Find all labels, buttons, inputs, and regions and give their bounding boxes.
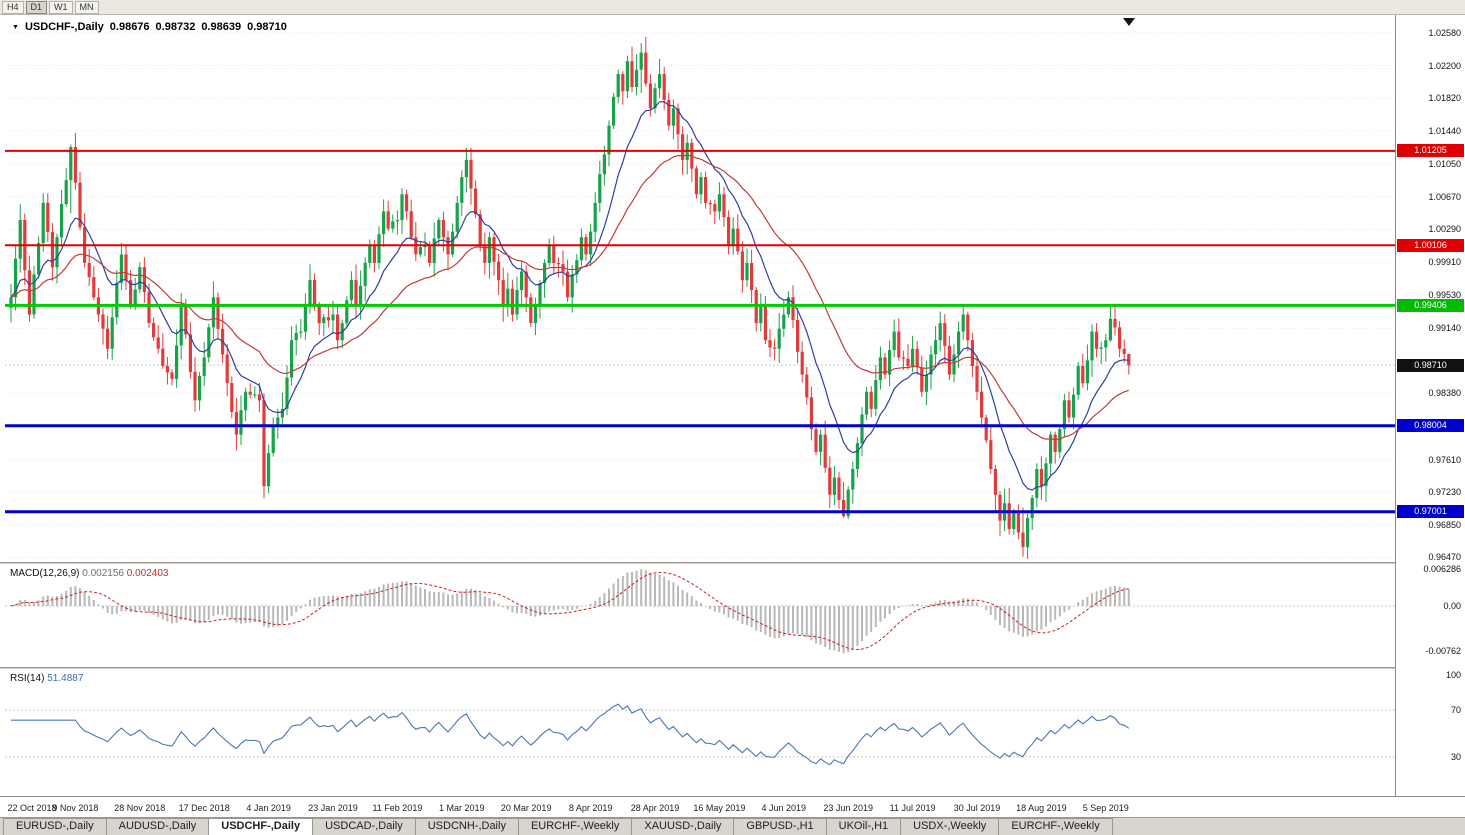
price-axis[interactable]: 1.02580 1.02200 1.01820 1.01440 1.01050 1.006… — [1395, 15, 1465, 796]
date-axis-label: 5 Sep 2019 — [1082, 803, 1129, 813]
chart-tab-usdx-weekly[interactable]: USDX-,Weekly — [900, 818, 1000, 835]
price-axis-label: 1.02200 — [1428, 60, 1461, 71]
price-axis-label: 0.99140 — [1428, 323, 1461, 334]
price-axis-label: 1.00290 — [1428, 224, 1461, 235]
timeframe-button-h4[interactable]: H4 — [2, 0, 24, 14]
price-axis-label: 0.99910 — [1428, 257, 1461, 268]
price-axis-label: 1.01440 — [1428, 125, 1461, 136]
panel-separator-macd[interactable] — [0, 562, 1465, 565]
price-tag: 1.01205 — [1397, 144, 1464, 158]
macd-axis-label: 0.00 — [1443, 601, 1461, 611]
chart-tab-audusd-daily[interactable]: AUDUSD-,Daily — [105, 818, 210, 835]
date-axis-label: 28 Nov 2018 — [114, 803, 166, 813]
macd-name: MACD(12,26,9) — [10, 568, 80, 579]
date-axis-label: 4 Jun 2019 — [761, 803, 807, 813]
rsi-value: 51.4887 — [47, 673, 84, 684]
date-axis-label: 11 Jul 2019 — [889, 803, 936, 813]
price-axis-label: 1.01820 — [1428, 93, 1461, 104]
date-axis-label: 23 Jun 2019 — [823, 803, 873, 813]
price-axis-label: 1.00670 — [1428, 191, 1461, 202]
date-axis-label: 16 May 2019 — [693, 803, 746, 813]
date-axis-label: 22 Oct 2018 — [7, 803, 57, 813]
date-axis-label: 23 Jan 2019 — [308, 803, 358, 813]
price-tag: 0.97001 — [1397, 505, 1464, 519]
price-axis-label: 0.96470 — [1428, 552, 1461, 563]
date-axis-label: 4 Jan 2019 — [246, 803, 291, 813]
rsi-axis-label: 30 — [1450, 751, 1461, 762]
chart-shift-marker-icon — [1123, 18, 1135, 26]
timeframe-button-mn[interactable]: MN — [74, 0, 99, 14]
chart-tabs-bar: EURUSD-,Daily AUDUSD-,Daily USDCHF-,Daily U… — [0, 817, 1465, 835]
rsi-name: RSI(14) — [10, 673, 45, 684]
price-axis-label: 1.01050 — [1428, 159, 1461, 170]
date-axis-label: 8 Apr 2019 — [568, 803, 613, 813]
macd-axis-label: 0.006286 — [1423, 563, 1461, 574]
rsi-axis-label: 100 — [1445, 670, 1461, 680]
chart-tab-usdcnh-daily[interactable]: USDCNH-,Daily — [414, 818, 519, 835]
macd-label: MACD(12,26,9) 0.002156 0.002403 — [10, 568, 168, 579]
price-axis-label: 0.98380 — [1428, 388, 1461, 399]
rsi-panel[interactable] — [5, 670, 1395, 796]
macd-signal-value: 0.002403 — [126, 568, 169, 579]
timeframe-button-w1[interactable]: W1 — [49, 0, 73, 14]
price-axis-label: 0.97610 — [1428, 454, 1461, 465]
chart-title: ▼ USDCHF-,Daily 0.98676 0.98732 0.98639 … — [12, 21, 287, 33]
price-tag: 1.00106 — [1397, 238, 1464, 252]
chart-tab-eurchf-weekly[interactable]: EURCHF-,Weekly — [517, 818, 633, 835]
panel-separator-rsi[interactable] — [0, 667, 1465, 670]
date-axis[interactable]: 22 Oct 2018 9 Nov 2018 28 Nov 2018 17 Dec 2… — [0, 796, 1465, 817]
macd-panel[interactable] — [5, 565, 1395, 667]
timeframe-toolbar: H4 D1 W1 MN — [0, 0, 1465, 15]
chart-tab-xauusd-daily[interactable]: XAUUSD-,Daily — [631, 818, 735, 835]
date-axis-label: 18 Aug 2019 — [1016, 803, 1067, 813]
ohlc-close: 0.98710 — [247, 21, 287, 33]
price-tag: 0.99406 — [1397, 298, 1464, 312]
ohlc-open: 0.98676 — [109, 21, 150, 33]
chart-tab-usdcad-daily[interactable]: USDCAD-,Daily — [312, 818, 416, 835]
date-axis-label: 30 Jul 2019 — [953, 803, 1001, 813]
chart-tab-eurchf-weekly[interactable]: EURCHF-,Weekly — [998, 818, 1113, 835]
price-axis-label: 1.02580 — [1428, 27, 1461, 38]
timeframe-buttons: H4 D1 W1 MN — [2, 0, 99, 14]
price-tag: 0.98004 — [1397, 419, 1464, 433]
chart-tab-gbpusd-h1[interactable]: GBPUSD-,H1 — [733, 818, 827, 835]
date-axis-label: 20 Mar 2019 — [500, 803, 552, 813]
date-axis-label: 17 Dec 2018 — [178, 803, 230, 813]
chart-tab-ukoil-h1[interactable]: UKOil-,H1 — [825, 818, 902, 835]
ohlc-high: 0.98732 — [155, 21, 196, 33]
timeframe-button-d1[interactable]: D1 — [25, 0, 48, 14]
date-axis-label: 11 Feb 2019 — [372, 803, 423, 813]
ohlc-low: 0.98639 — [201, 21, 242, 33]
chart-symbol-period: USDCHF-,Daily — [24, 21, 104, 33]
price-axis-label: 0.99530 — [1428, 289, 1461, 300]
price-axis-label: 0.96850 — [1428, 519, 1461, 530]
chart-tab-eurusd-daily[interactable]: EURUSD-,Daily — [3, 818, 107, 835]
candlestick-chart[interactable] — [5, 15, 1395, 562]
chart-tab-usdchf-daily[interactable]: USDCHF-,Daily — [208, 818, 314, 835]
date-axis-label: 28 Apr 2019 — [630, 803, 680, 813]
price-axis-label: 0.97230 — [1428, 487, 1461, 498]
date-axis-label: 9 Nov 2018 — [52, 803, 99, 813]
rsi-axis-label: 70 — [1450, 705, 1461, 716]
symbol-dropdown-icon[interactable]: ▼ — [12, 23, 19, 31]
rsi-label: RSI(14) 51.4887 — [10, 673, 83, 684]
macd-axis-label: -0.00762 — [1425, 645, 1461, 656]
date-axis-label: 1 Mar 2019 — [439, 803, 485, 813]
price-tag: 0.98710 — [1397, 358, 1464, 372]
macd-main-value: 0.002156 — [82, 568, 124, 579]
